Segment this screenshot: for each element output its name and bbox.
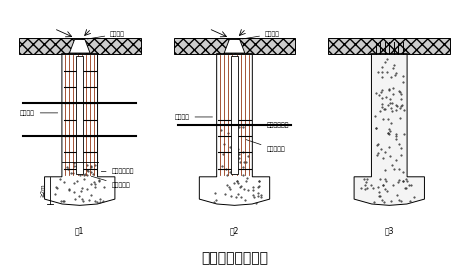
Text: 灌金处离缘: 灌金处离缘 [246,140,285,152]
Text: 井下操作工人: 井下操作工人 [101,169,134,174]
Text: 图3: 图3 [385,227,394,236]
Text: 桩芯砼浇筑示意图: 桩芯砼浇筑示意图 [201,251,268,265]
Polygon shape [174,38,295,54]
Polygon shape [19,38,141,54]
Text: ≥2m: ≥2m [40,184,45,197]
Bar [76,56,83,174]
Text: 平仓导头: 平仓导头 [87,31,125,39]
Text: 目觉导管: 目觉导管 [174,114,212,120]
Polygon shape [354,54,424,205]
Text: 图2: 图2 [230,227,239,236]
Text: 目觉导管: 目觉导管 [20,110,58,116]
Text: 图1: 图1 [75,227,84,236]
Polygon shape [45,54,115,205]
Polygon shape [224,39,245,53]
Polygon shape [328,38,450,54]
Text: 平仓导头: 平仓导头 [242,31,280,39]
Text: 井下操作工人: 井下操作工人 [256,122,289,128]
Polygon shape [199,54,270,205]
Bar [231,56,238,174]
Polygon shape [69,39,90,53]
Text: 灌金处离缘: 灌金处离缘 [91,176,130,188]
